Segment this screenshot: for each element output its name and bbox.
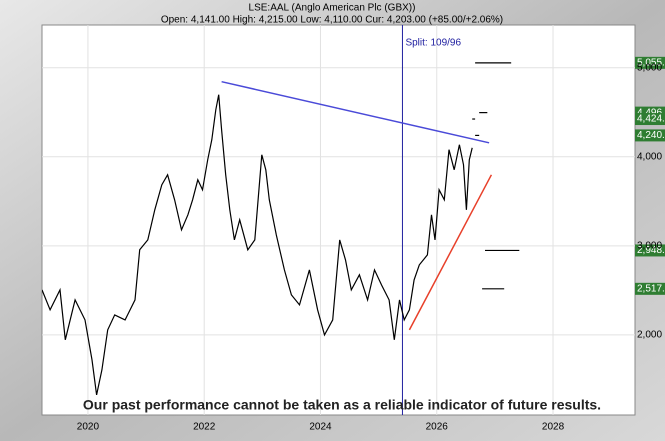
target-label: 2,517. [637,283,665,294]
target-label-box [635,56,665,69]
target-label: 2,948. [637,245,665,256]
chart-subtitle: Open: 4,141.00 High: 4,215.00 Low: 4,110… [161,15,503,26]
target-label-box [635,282,665,295]
trend-line [408,174,493,331]
x-tick-label: 2020 [77,422,100,433]
plot-area [41,24,636,416]
y-tick-label: 2,000 [637,330,662,341]
x-tick-label: 2022 [193,422,216,433]
x-tick-label: 2024 [309,422,332,433]
target-label: 4,496. [637,107,665,118]
target-label: 5,055.0 [637,57,665,68]
y-tick-label: 3,000 [637,240,662,251]
target-label-box [635,244,665,257]
x-tick-label: 2028 [542,422,565,433]
trend-line [221,80,490,144]
y-tick-label: 4,000 [637,151,662,162]
x-tick-label: 2026 [426,422,449,433]
target-label: 4,240. [637,130,665,141]
target-label-box [635,113,665,126]
target-label-box [635,129,665,142]
split-label: Split: 109/96 [405,38,461,49]
overlay-layer: 5,055.0 4,496.4,424. 4,240. 2,948. 2,517. [635,56,665,295]
chart-title: LSE:AAL (Anglo American Plc (GBX)) [249,3,416,14]
price-line [42,94,473,396]
plot-layer [42,25,635,415]
target-label: 4,424. [637,114,665,125]
disclaimer: Our past performance cannot be taken as … [83,397,601,413]
y-tick-label: 5,000 [637,62,662,73]
